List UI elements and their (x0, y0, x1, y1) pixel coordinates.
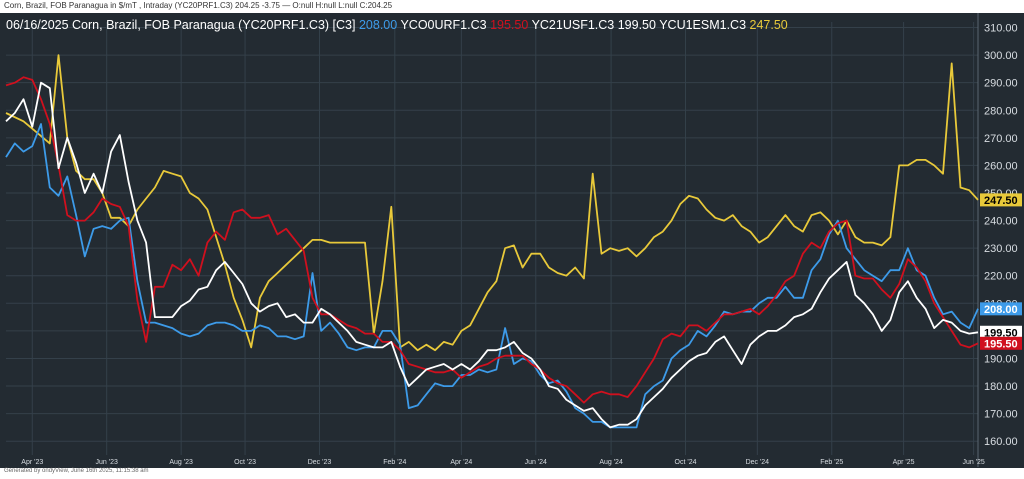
y-tick-label: 160.00 (984, 436, 1018, 448)
y-tick-label: 170.00 (984, 409, 1018, 421)
legend-title: 06/16/2025 Corn, Brazil, FOB Paranagua (… (6, 18, 356, 32)
y-tick-label: 190.00 (984, 353, 1018, 365)
x-tick-label: Aug '24 (599, 459, 623, 466)
x-tick-label: Feb '25 (820, 459, 843, 466)
series-line-yco0urf1-c3 (5, 81, 979, 429)
legend-ric-ycu1: YCU1ESM1.C3 (659, 18, 747, 32)
y-tick-label: 310.00 (984, 23, 1018, 35)
x-tick-label: Aug '23 (169, 459, 193, 466)
y-tick-label: 180.00 (984, 381, 1018, 393)
x-tick-label: Apr '24 (450, 459, 472, 466)
x-tick-label: Jun '23 (96, 459, 118, 466)
price-tag-bg (980, 336, 1022, 350)
series-line-ycu1esm1-c3 (5, 54, 979, 352)
y-tick-label: 230.00 (984, 243, 1018, 255)
x-tick-label: Jun '24 (525, 459, 547, 466)
chart-legend: 06/16/2025 Corn, Brazil, FOB Paranagua (… (6, 18, 788, 32)
info-text: Corn, Brazil, FOB Paranagua in $/mT , In… (4, 1, 393, 10)
y-tick-label: 270.00 (984, 133, 1018, 145)
price-tag-label: 199.50 (984, 327, 1018, 339)
series-layer (5, 54, 979, 429)
y-tick-label: 260.00 (984, 160, 1018, 172)
price-tag-bg (980, 193, 1022, 207)
legend-ric-yco0: YCO0URF1.C3 (400, 18, 487, 32)
legend-value-ycu1: 247.50 (749, 18, 788, 32)
price-tag-label: 208.00 (984, 304, 1018, 316)
chart-grid (6, 13, 979, 467)
price-tag-bg (980, 302, 1022, 316)
legend-ric-yc21: YC21USF1.C3 199.50 (531, 18, 656, 32)
x-tick-label: Apr '23 (21, 459, 43, 466)
y-tick-label: 290.00 (984, 78, 1018, 90)
chart-frame (0, 13, 1024, 468)
x-tick-label: Oct '23 (234, 459, 256, 466)
price-tag-label: 195.50 (984, 338, 1018, 350)
legend-value-yc21: 195.50 (490, 18, 529, 32)
x-tick-label: Dec '23 (308, 459, 332, 466)
y-axis: 160.00170.00180.00190.00200.00210.00220.… (984, 23, 1018, 449)
footer-text: Generated by ondyView, June 16th 2025, 1… (4, 468, 149, 474)
x-axis: Apr '23 Jun '23 Aug '23 Oct '23 Dec '23 Feb '… (21, 459, 985, 466)
series-line-yc21usf1-c3 (5, 76, 979, 404)
x-tick-label: Jun '25 (962, 459, 984, 466)
y-tick-label: 240.00 (984, 216, 1018, 228)
price-tag-bg (980, 325, 1022, 339)
x-tick-label: Oct '24 (675, 459, 697, 466)
y-tick-label: 280.00 (984, 105, 1018, 117)
x-tick-label: Apr '25 (893, 459, 915, 466)
x-tick-label: Dec '24 (746, 459, 770, 466)
legend-value-yc20: 208.00 (358, 18, 398, 32)
y-tick-label: 220.00 (984, 271, 1018, 283)
series-line-yc20prf1-c3 (5, 123, 979, 429)
y-tick-label: 300.00 (984, 50, 1018, 62)
price-tag-label: 247.50 (984, 195, 1018, 207)
x-tick-label: Feb '24 (383, 459, 406, 466)
